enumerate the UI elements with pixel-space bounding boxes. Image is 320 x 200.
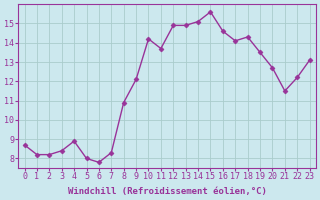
- X-axis label: Windchill (Refroidissement éolien,°C): Windchill (Refroidissement éolien,°C): [68, 187, 267, 196]
